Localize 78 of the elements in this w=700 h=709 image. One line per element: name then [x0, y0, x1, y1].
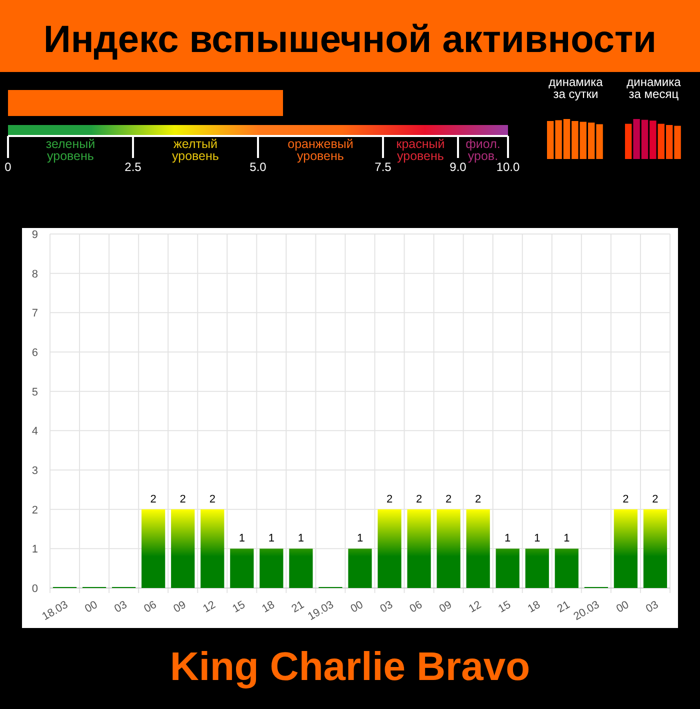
y-tick-label: 6 [32, 347, 38, 359]
x-tick-label: 18 [260, 598, 277, 616]
text: фиол. уров. [466, 137, 500, 163]
data-label: 1 [238, 532, 245, 545]
bar [658, 124, 664, 159]
text: желтый уровень [172, 137, 219, 163]
bar [436, 509, 460, 588]
y-tick-label: 9 [32, 229, 38, 241]
x-tick-label: 12 [466, 598, 484, 616]
data-label: 1 [534, 532, 540, 545]
text: оранжевый уровень [288, 137, 354, 163]
bar [171, 509, 195, 588]
bar [554, 548, 578, 588]
x-tick-label: 5.0 [250, 160, 267, 174]
bar [289, 548, 313, 588]
x-tick-label: 03 [112, 598, 130, 616]
bar [142, 509, 166, 588]
x-tick-label: 10.0 [496, 160, 520, 174]
text: красный уровень [396, 137, 445, 163]
bar [643, 509, 668, 588]
bar [200, 509, 224, 588]
data-label: 1 [298, 532, 304, 545]
bar [348, 548, 372, 588]
y-tick-label: 7 [32, 308, 38, 320]
x-tick-label: 00 [614, 598, 632, 616]
x-tick-label: 2.5 [124, 160, 142, 174]
x-tick-label: 00 [83, 598, 100, 616]
x-tick-label: 21 [290, 598, 306, 616]
x-tick-label: 03 [644, 598, 661, 616]
x-tick-label: 09 [172, 598, 188, 616]
data-label: 2 [416, 493, 422, 506]
bar [378, 509, 402, 588]
x-tick-label: 18 [526, 598, 542, 616]
data-label: 2 [209, 493, 216, 506]
chart-title: динамика за сутки [548, 75, 604, 101]
x-tick-label: 15 [496, 598, 513, 616]
data-label: 1 [564, 532, 570, 545]
bar [496, 548, 520, 588]
bar [625, 124, 632, 159]
x-tick-label: 21 [555, 598, 572, 616]
x-tick-label: 03 [378, 598, 395, 616]
x-tick-label: 12 [201, 598, 218, 616]
text: King Charlie Bravo [170, 645, 530, 689]
x-tick-label: 06 [142, 598, 159, 616]
x-tick-label: 06 [408, 598, 424, 616]
y-tick-label: 1 [32, 544, 38, 556]
x-tick-label: 09 [437, 598, 454, 616]
x-tick-label: 9.0 [450, 160, 467, 174]
text: зеленый уровень [46, 137, 96, 163]
data-label: 1 [356, 532, 364, 545]
y-tick-label: 4 [32, 426, 38, 438]
x-tick-label: 0 [4, 160, 12, 174]
bar [525, 548, 549, 588]
y-tick-label: 3 [32, 465, 38, 477]
data-label: 2 [652, 493, 658, 506]
x-tick-label: 7.5 [374, 160, 392, 174]
bar [614, 509, 638, 588]
chart-title: динамика за месяц [626, 75, 682, 101]
y-tick-label: 2 [32, 504, 38, 516]
data-label: 2 [180, 493, 186, 506]
data-label: 2 [475, 493, 482, 506]
bar [260, 548, 284, 588]
data-label: 1 [268, 532, 274, 545]
data-label: 2 [150, 493, 156, 506]
data-label: 1 [504, 532, 511, 545]
bar [407, 509, 431, 588]
y-tick-label: 5 [32, 386, 38, 398]
data-label: 2 [622, 493, 629, 506]
chart-title: Индекс вспышечной активности [44, 19, 656, 61]
y-tick-label: 8 [32, 268, 38, 280]
bar [650, 120, 656, 159]
x-tick-label: 15 [230, 598, 248, 616]
data-label: 2 [446, 493, 452, 506]
bar [466, 509, 490, 588]
y-tick-label: 0 [32, 583, 38, 595]
bar [230, 548, 254, 588]
x-tick-label: 00 [348, 598, 366, 616]
data-label: 2 [386, 493, 393, 506]
